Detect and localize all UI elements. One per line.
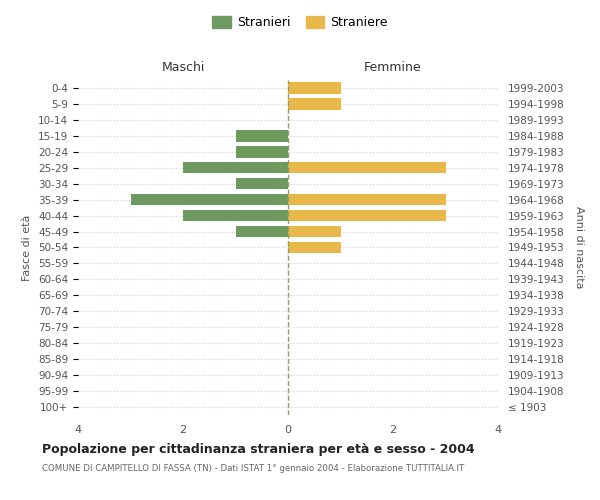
Bar — [288, 162, 445, 173]
Bar — [235, 130, 288, 141]
Bar — [235, 178, 288, 190]
Bar — [130, 194, 288, 205]
Text: Popolazione per cittadinanza straniera per età e sesso - 2004: Popolazione per cittadinanza straniera p… — [42, 442, 475, 456]
Bar — [183, 210, 288, 222]
Bar — [288, 194, 445, 205]
Bar — [288, 210, 445, 222]
Bar — [288, 242, 341, 253]
Text: Maschi: Maschi — [161, 62, 205, 74]
Y-axis label: Fasce di età: Fasce di età — [22, 214, 32, 280]
Bar — [288, 82, 341, 94]
Y-axis label: Anni di nascita: Anni di nascita — [574, 206, 584, 288]
Text: Femmine: Femmine — [364, 62, 422, 74]
Bar — [235, 226, 288, 237]
Text: COMUNE DI CAMPITELLO DI FASSA (TN) - Dati ISTAT 1° gennaio 2004 - Elaborazione T: COMUNE DI CAMPITELLO DI FASSA (TN) - Dat… — [42, 464, 464, 473]
Bar — [288, 226, 341, 237]
Bar — [288, 98, 341, 110]
Bar — [235, 146, 288, 158]
Bar — [183, 162, 288, 173]
Legend: Stranieri, Straniere: Stranieri, Straniere — [207, 11, 393, 34]
